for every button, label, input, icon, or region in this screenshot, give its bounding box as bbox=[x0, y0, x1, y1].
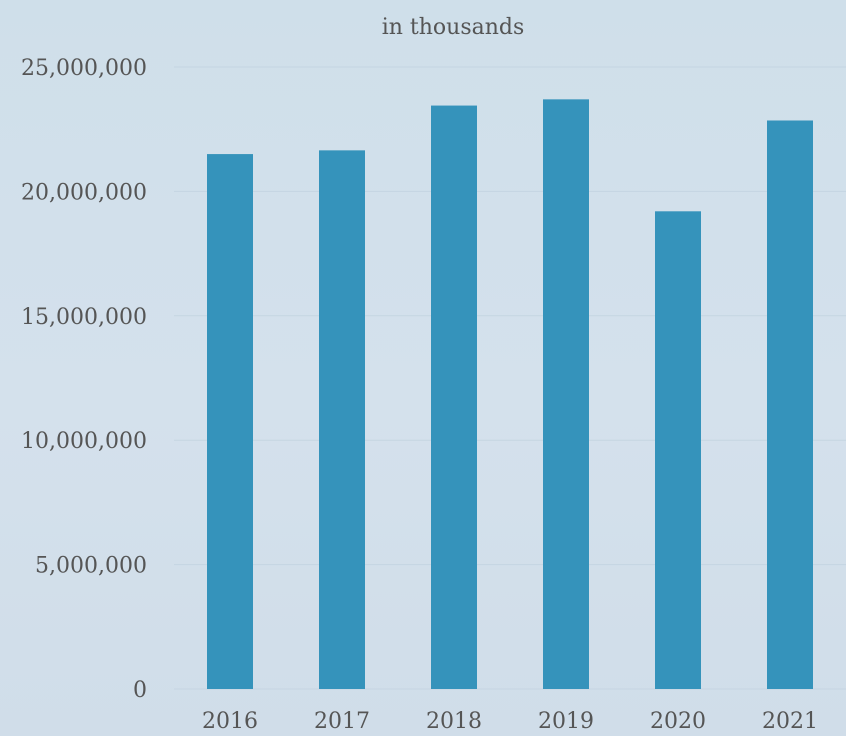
y-tick-label: 10,000,000 bbox=[21, 429, 147, 454]
x-tick-label: 2017 bbox=[314, 709, 370, 734]
y-tick-label: 0 bbox=[133, 678, 147, 703]
y-tick-label: 25,000,000 bbox=[21, 56, 147, 81]
x-tick-label: 2021 bbox=[762, 709, 818, 734]
bars bbox=[207, 99, 813, 690]
y-axis-tick-labels: 0 5,000,000 10,000,000 15,000,000 20,000,000… bbox=[21, 56, 147, 703]
x-tick-label: 2018 bbox=[426, 709, 482, 734]
bar-2020 bbox=[655, 211, 701, 689]
x-tick-label: 2016 bbox=[202, 709, 258, 734]
bar-2019 bbox=[543, 99, 589, 690]
bar-2021 bbox=[767, 120, 813, 689]
x-axis-tick-labels: 2016 2017 2018 2019 2020 2021 bbox=[202, 709, 818, 734]
bar-2017 bbox=[319, 150, 365, 689]
x-tick-label: 2020 bbox=[650, 709, 706, 734]
x-tick-label: 2019 bbox=[538, 709, 594, 734]
chart-title: in thousands bbox=[382, 15, 525, 40]
y-tick-label: 15,000,000 bbox=[21, 305, 147, 330]
bar-2016 bbox=[207, 154, 253, 689]
gridlines bbox=[174, 66, 846, 690]
y-tick-label: 5,000,000 bbox=[35, 554, 147, 579]
bar-2018 bbox=[431, 105, 477, 689]
y-tick-label: 20,000,000 bbox=[21, 180, 147, 205]
